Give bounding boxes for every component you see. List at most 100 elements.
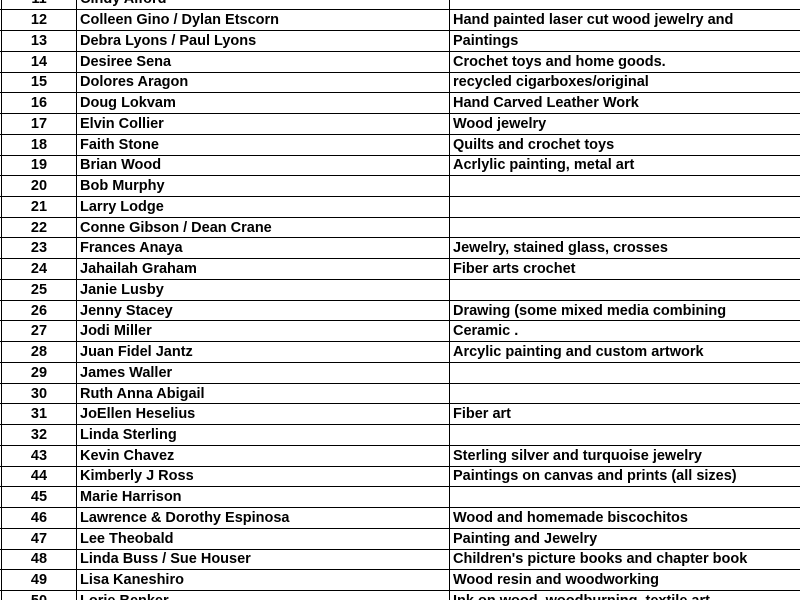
table-row: 26 Jenny Stacey Drawing (some mixed media … [0, 300, 800, 322]
row-number: 47 [1, 528, 76, 549]
row-number: 16 [1, 93, 76, 114]
table-row: 32 Linda Sterling [0, 425, 800, 446]
description: recycled cigarboxes/original [449, 72, 800, 93]
vendor-name: Ruth Anna Abigail [76, 383, 449, 404]
table-row: 24 Jahailah Graham Fiber arts crochet [0, 259, 800, 280]
table-row: 17 Elvin Collier Wood jewelry [0, 114, 800, 135]
table-row: 43 Kevin Chavez Sterling silver and turquo… [0, 445, 800, 467]
table-row: 44 Kimberly J Ross Paintings on canvas and… [0, 466, 800, 488]
vendor-name: Debra Lyons / Paul Lyons [76, 31, 449, 51]
row-number: 17 [1, 114, 76, 134]
table-row: 31 JoEllen Heselius Fiber art [0, 404, 800, 426]
row-number: 22 [1, 217, 76, 238]
description: Drawing (some mixed media combining [449, 300, 800, 321]
vendor-name: Janie Lusby [76, 279, 449, 300]
table-row: 30 Ruth Anna Abigail [0, 383, 800, 405]
row-number: 28 [1, 342, 76, 362]
row-number: 32 [1, 425, 76, 445]
description: Fiber art [449, 404, 800, 425]
vendor-name: Doug Lokvam [76, 93, 449, 114]
vendor-name: Larry Lodge [76, 197, 449, 217]
row-number: 21 [1, 197, 76, 217]
description [449, 176, 800, 196]
vendor-name: Marie Harrison [76, 487, 449, 508]
description: Paintings [449, 31, 800, 51]
table-row: 12 Colleen Gino / Dylan Etscorn Hand paint… [0, 10, 800, 32]
table-row: 19 Brian Wood Acrlylic painting, metal art [0, 155, 800, 177]
vendor-name: Conne Gibson / Dean Crane [76, 217, 449, 238]
row-number: 13 [1, 31, 76, 51]
vendor-name: Lorie Benker [76, 591, 449, 600]
vendor-name: Colleen Gino / Dylan Etscorn [76, 10, 449, 31]
row-number: 27 [1, 321, 76, 342]
description: Crochet toys and home goods. [449, 51, 800, 72]
row-number: 31 [1, 404, 76, 425]
table-row: 50Lorie BenkerInk on wood, woodburning, … [0, 591, 800, 600]
vendor-name: Jodi Miller [76, 321, 449, 342]
table-row: 16 Doug Lokvam Hand Carved Leather Work [0, 93, 800, 115]
description [449, 383, 800, 404]
vendor-name: Bob Murphy [76, 176, 449, 196]
row-number: 23 [1, 238, 76, 259]
vendor-name: Brian Wood [76, 155, 449, 176]
description: Jewelry, stained glass, crosses [449, 238, 800, 259]
table-row: 21 Larry Lodge [0, 197, 800, 218]
row-number: 20 [1, 176, 76, 196]
row-number: 50 [1, 591, 76, 600]
vendor-name: Desiree Sena [76, 51, 449, 72]
description [449, 279, 800, 300]
row-number: 15 [1, 72, 76, 93]
table-row: 27 Jodi Miller Ceramic . [0, 321, 800, 343]
table-row: 29 James Waller [0, 362, 800, 384]
description [449, 217, 800, 238]
table-row: 11Cindy Alford [0, 0, 800, 11]
vendor-name: Cindy Alford [76, 0, 449, 10]
row-number: 12 [1, 10, 76, 31]
table-row: 15 Dolores Aragon recycled cigarboxes/orig… [0, 72, 800, 94]
vendor-name: Elvin Collier [76, 114, 449, 134]
description: Arcylic painting and custom artwork [449, 342, 800, 362]
vendor-name: Linda Buss / Sue Houser [76, 549, 449, 570]
table-row: 48 Linda Buss / Sue Houser Children's pict… [0, 549, 800, 571]
row-number: 25 [1, 279, 76, 300]
vendor-name: Kimberly J Ross [76, 466, 449, 487]
row-number: 48 [1, 549, 76, 570]
row-number: 46 [1, 508, 76, 528]
description: Hand painted laser cut wood jewelry and [449, 10, 800, 31]
row-number: 24 [1, 259, 76, 279]
vendor-name: Linda Sterling [76, 425, 449, 445]
table-row: 47 Lee Theobald Painting and Jewelry [0, 528, 800, 550]
row-number: 11 [1, 0, 76, 10]
table-row: 45 Marie Harrison [0, 487, 800, 509]
description: Painting and Jewelry [449, 528, 800, 549]
description: Wood and homemade biscochitos [449, 508, 800, 528]
vendor-name: Faith Stone [76, 134, 449, 155]
description: Acrlylic painting, metal art [449, 155, 800, 176]
vendor-name: JoEllen Heselius [76, 404, 449, 425]
description: Ink on wood, woodburning, textile art [449, 591, 800, 600]
vendor-name: Lee Theobald [76, 528, 449, 549]
vendor-name: Jenny Stacey [76, 300, 449, 321]
vendor-name: James Waller [76, 362, 449, 383]
table-row: 20 Bob Murphy [0, 176, 800, 197]
row-number: 30 [1, 383, 76, 404]
row-number: 43 [1, 445, 76, 466]
description [449, 0, 800, 10]
description [449, 425, 800, 445]
table-row: 14 Desiree Sena Crochet toys and home good… [0, 51, 800, 73]
description: Hand Carved Leather Work [449, 93, 800, 114]
description: Quilts and crochet toys [449, 134, 800, 155]
description: Ceramic . [449, 321, 800, 342]
table-row: 22 Conne Gibson / Dean Crane [0, 217, 800, 239]
description [449, 362, 800, 383]
row-number: 19 [1, 155, 76, 176]
description [449, 197, 800, 217]
row-number: 44 [1, 466, 76, 487]
table-row: 18 Faith Stone Quilts and crochet toys [0, 134, 800, 156]
table-row: 46 Lawrence & Dorothy Espinosa Wood and ho… [0, 508, 800, 529]
vendor-name: Jahailah Graham [76, 259, 449, 279]
row-number: 49 [1, 570, 76, 591]
vendor-name: Kevin Chavez [76, 445, 449, 466]
description: Sterling silver and turquoise jewelry [449, 445, 800, 466]
